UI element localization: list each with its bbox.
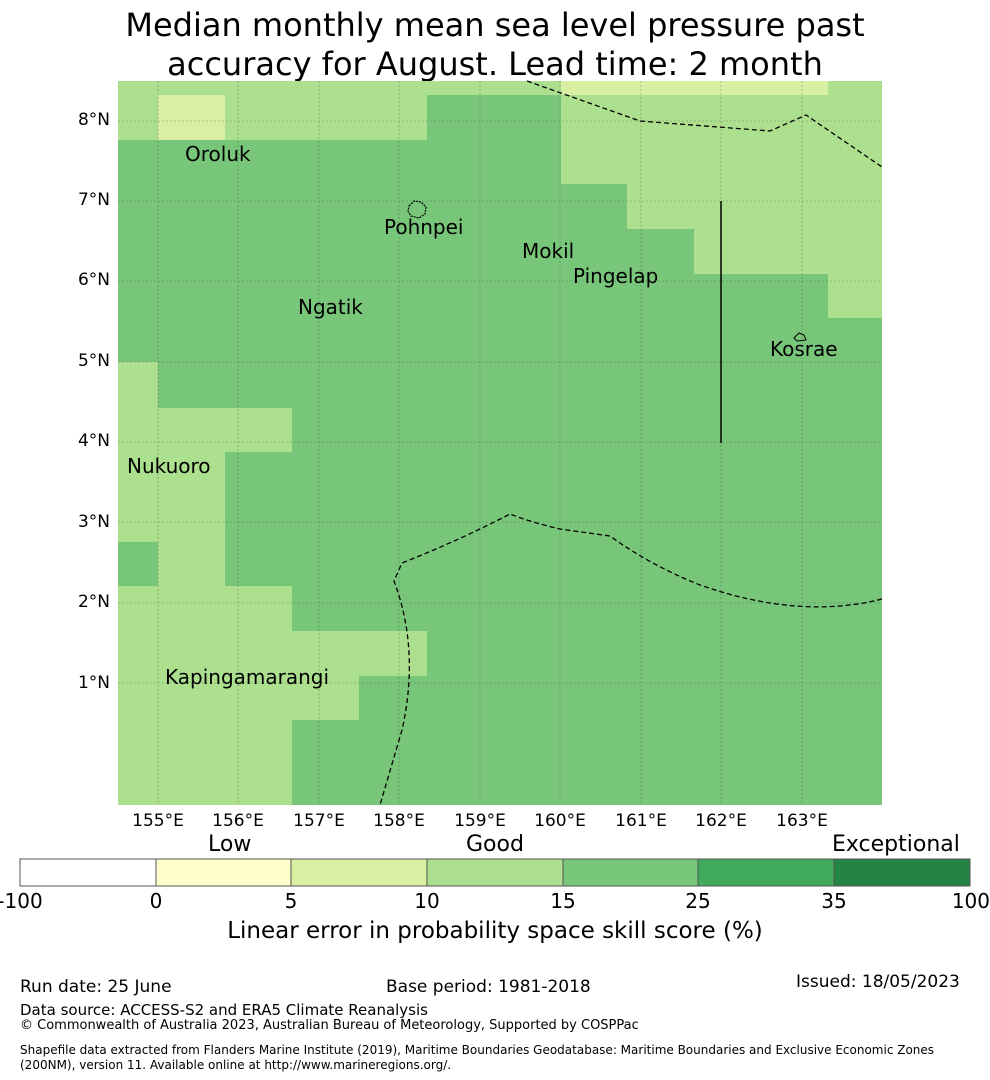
lon-label-158e: 158°E — [373, 811, 425, 831]
lon-label-160e: 160°E — [534, 811, 586, 831]
lat-label-2n: 2°N — [77, 592, 110, 612]
colorbar-category-exceptional: Exceptional — [832, 832, 960, 857]
lon-label-162e: 162°E — [695, 811, 747, 831]
eez-boundaries — [379, 80, 883, 806]
title-line-1: Median monthly mean sea level pressure p… — [125, 6, 865, 44]
colorbar-category-low: Low — [208, 832, 252, 857]
place-label-kapingamarangi: Kapingamarangi — [165, 665, 330, 689]
colorbar-tick-25: 25 — [685, 889, 711, 913]
place-label-mokil: Mokil — [522, 239, 575, 263]
place-label-ngatik: Ngatik — [298, 295, 363, 319]
run-date: Run date: 25 June — [20, 977, 172, 997]
colorbar-seg-5-10 — [290, 858, 428, 887]
lon-label-159e: 159°E — [454, 811, 506, 831]
lon-label-161e: 161°E — [615, 811, 667, 831]
lat-label-4n: 4°N — [77, 431, 110, 451]
shapefile-credit: Shapefile data extracted from Flanders M… — [20, 1043, 935, 1072]
title-line-2: accuracy for August. Lead time: 2 month — [167, 45, 823, 83]
place-label-nukuoro: Nukuoro — [127, 454, 211, 478]
lat-label-5n: 5°N — [77, 351, 110, 371]
lat-label-3n: 3°N — [77, 512, 110, 532]
skill-region-15-25 — [118, 95, 882, 805]
lon-label-163e: 163°E — [776, 811, 828, 831]
lon-label-157e: 157°E — [293, 811, 345, 831]
kosrae-island — [793, 332, 807, 342]
colorbar-tick-35: 35 — [821, 889, 847, 913]
copyright: © Commonwealth of Australia 2023, Austra… — [20, 1018, 639, 1033]
colorbar-seg-25-35 — [697, 858, 835, 887]
colorbar — [19, 858, 971, 887]
colorbar-seg-10-15 — [426, 858, 564, 887]
colorbar-tick-neg100: -100 — [0, 889, 43, 913]
colorbar-tick-5: 5 — [284, 889, 298, 913]
lon-label-155e: 155°E — [132, 811, 184, 831]
skill-region-5-10-a — [158, 95, 225, 140]
lat-label-6n: 6°N — [77, 270, 110, 290]
base-period: Base period: 1981-2018 — [386, 977, 591, 997]
lat-label-7n: 7°N — [77, 190, 110, 210]
place-label-pingelap: Pingelap — [573, 264, 659, 288]
skill-region-5-10-b — [561, 81, 828, 95]
lat-label-8n: 8°N — [77, 110, 110, 130]
issued-date: Issued: 18/05/2023 — [796, 972, 960, 992]
colorbar-tick-15: 15 — [550, 889, 576, 913]
colorbar-tick-10: 10 — [414, 889, 440, 913]
colorbar-tick-100: 100 — [951, 889, 990, 913]
colorbar-seg-15-25 — [562, 858, 699, 887]
colorbar-seg-neg — [19, 858, 157, 887]
place-label-pohnpei: Pohnpei — [384, 215, 464, 239]
colorbar-seg-0-5 — [155, 858, 292, 887]
skill-region-15-25-west — [118, 542, 158, 586]
colorbar-category-good: Good — [466, 832, 524, 857]
pohnpei-island — [407, 200, 427, 219]
colorbar-seg-35-100 — [833, 858, 971, 887]
chart-title: Median monthly mean sea level pressure p… — [0, 6, 990, 84]
colorbar-title: Linear error in probability space skill … — [227, 918, 763, 944]
place-label-oroluk: Oroluk — [185, 142, 251, 166]
lon-label-156e: 156°E — [212, 811, 264, 831]
data-source: Data source: ACCESS-S2 and ERA5 Climate … — [20, 1001, 428, 1019]
colorbar-tick-0: 0 — [149, 889, 163, 913]
place-label-kosrae: Kosrae — [770, 337, 838, 361]
lat-label-1n: 1°N — [77, 673, 110, 693]
